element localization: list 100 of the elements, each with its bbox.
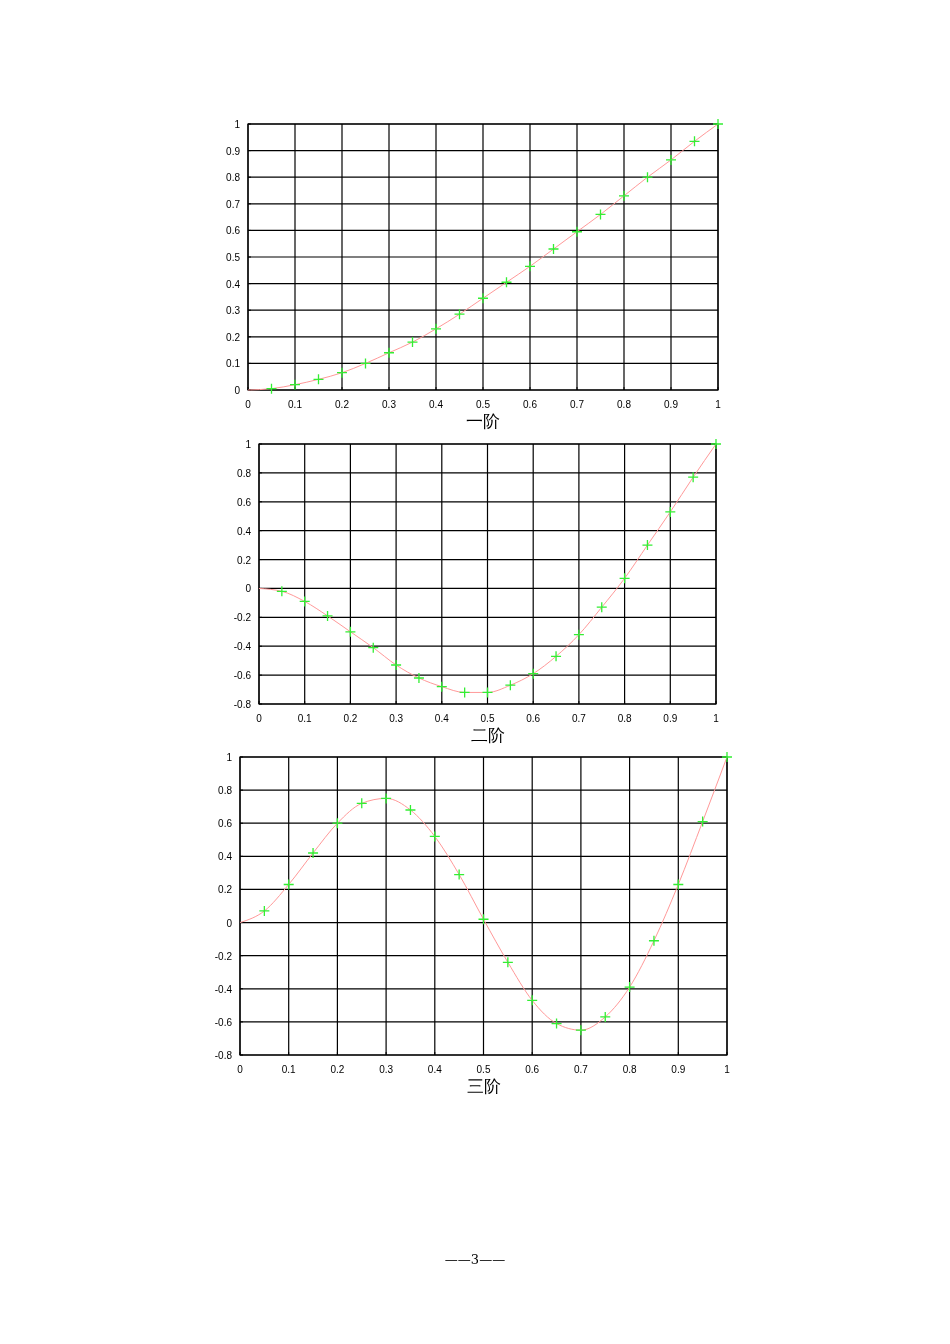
x-tick-label: 0.1: [297, 713, 313, 724]
point: [550, 1017, 563, 1030]
point: [429, 830, 441, 843]
point: [641, 171, 654, 183]
y-tick-label: 0.4: [226, 278, 241, 290]
point: [618, 572, 631, 584]
x-tick-label: 0.4: [429, 399, 444, 410]
x-tick-label: 1: [715, 399, 722, 410]
x-axis-title: 二阶: [470, 725, 505, 745]
x-tick-label: 0.3: [379, 1064, 394, 1075]
point: [596, 601, 608, 613]
point: [594, 208, 607, 221]
x-tick-label: 0.4: [434, 713, 450, 724]
x-tick-label: 0.9: [664, 399, 679, 410]
text: ——3——: [444, 1252, 506, 1267]
y-tick-label: 1: [226, 752, 233, 763]
point: [453, 868, 465, 881]
point: [404, 804, 417, 816]
y-tick-label: 1: [234, 119, 241, 130]
x-tick-label: 1: [724, 1064, 731, 1075]
x-tick-label: 0.1: [288, 399, 303, 410]
point: [477, 913, 490, 925]
y-tick-label: -0.8: [214, 1050, 233, 1061]
point: [430, 323, 442, 335]
point: [359, 357, 372, 370]
x-tick-label: 0.7: [571, 713, 587, 724]
x-tick-label: 0.4: [427, 1064, 443, 1075]
point: [618, 190, 630, 202]
point: [307, 847, 319, 859]
y-tick-label: 0.8: [237, 467, 252, 479]
x-axis-title: 一阶: [466, 411, 500, 431]
y-tick-label: 0: [245, 583, 252, 595]
y-tick-label: 0.8: [218, 785, 233, 797]
point: [664, 506, 676, 518]
x-tick-label: 0.5: [476, 1064, 491, 1075]
point: [459, 686, 471, 699]
y-tick-label: -0.4: [214, 983, 233, 995]
point: [406, 336, 419, 348]
point: [721, 751, 733, 763]
y-tick-label: -0.8: [233, 699, 252, 710]
point: [265, 383, 278, 395]
y-tick-label: -0.6: [214, 1016, 233, 1028]
line-series: [247, 123, 719, 391]
x-tick-label: 0.6: [523, 399, 538, 410]
point: [477, 292, 489, 304]
x-tick-label: 0.3: [382, 399, 397, 410]
point: [547, 243, 560, 255]
point: [258, 905, 270, 917]
point: [710, 438, 722, 450]
point: [571, 226, 583, 238]
y-tick-label: 0.3: [226, 305, 241, 317]
point: [500, 276, 513, 288]
point: [526, 994, 538, 1007]
y-tick-label: 0.4: [237, 525, 252, 537]
point: [524, 260, 536, 272]
y-tick-label: 1: [245, 439, 252, 450]
x-tick-label: 0: [256, 713, 263, 724]
point: [383, 347, 395, 359]
y-tick-label: 0.6: [226, 225, 241, 237]
point: [289, 379, 301, 391]
point: [623, 981, 636, 993]
point: [413, 672, 425, 684]
x-tick-label: 0.7: [573, 1064, 589, 1075]
point: [276, 585, 288, 597]
point: [502, 956, 514, 968]
x-tick-label: 0.2: [330, 1064, 345, 1075]
point: [688, 135, 701, 147]
y-tick-label: -0.2: [214, 950, 233, 962]
x-tick-label: 0.8: [622, 1064, 637, 1075]
x-tick-label: 1: [713, 713, 720, 724]
y-tick-label: -0.4: [233, 641, 252, 653]
point: [550, 650, 562, 662]
y-tick-label: -0.6: [233, 670, 252, 682]
x-tick-label: 0.5: [476, 399, 491, 410]
point: [331, 817, 344, 829]
x-tick-label: 0.2: [343, 713, 358, 724]
point: [648, 935, 660, 947]
x-tick-label: 0.8: [617, 399, 632, 410]
point: [641, 539, 654, 551]
y-tick-label: 0: [234, 385, 241, 396]
x-tick-label: 0.1: [281, 1064, 297, 1075]
point: [344, 626, 357, 638]
x-axis-title: 三阶: [466, 1076, 501, 1096]
point: [390, 659, 402, 671]
point: [504, 679, 516, 691]
x-tick-label: 0.6: [525, 1064, 540, 1075]
y-tick-label: 0.4: [218, 851, 233, 863]
x-tick-label: 0.3: [389, 713, 404, 724]
x-tick-label: 0.5: [480, 713, 495, 724]
point: [380, 792, 392, 805]
y-tick-label: 0.8: [226, 172, 241, 184]
point: [687, 471, 699, 483]
point: [312, 373, 325, 386]
y-tick-label: 0.1: [226, 358, 241, 370]
y-tick-label: 0.2: [218, 884, 233, 896]
point: [573, 629, 585, 641]
x-tick-label: 0.9: [671, 1064, 686, 1075]
y-tick-label: 0.7: [226, 198, 241, 210]
point: [321, 610, 334, 622]
point: [481, 686, 494, 699]
